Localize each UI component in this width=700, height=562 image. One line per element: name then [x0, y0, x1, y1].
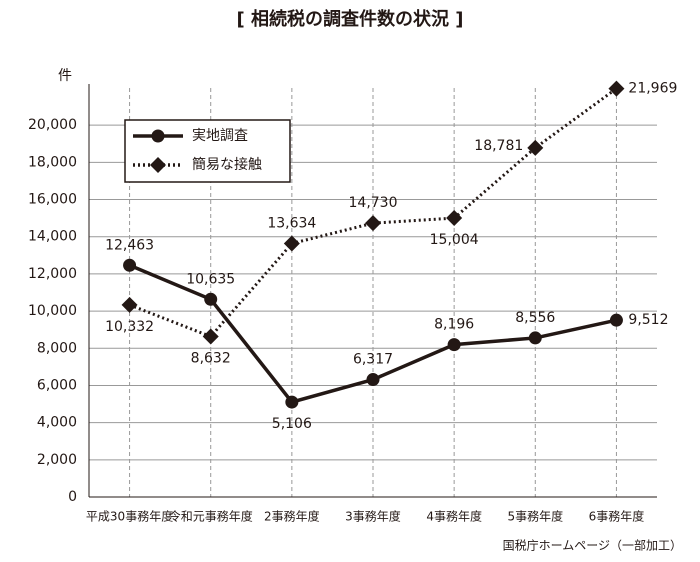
data-point: [285, 395, 299, 409]
data-label: 8,632: [191, 351, 231, 367]
data-point: [204, 292, 218, 306]
data-label: 8,196: [434, 317, 474, 333]
data-point: [123, 258, 137, 272]
data-label: 21,969: [628, 81, 677, 97]
legend-label: 実地調査: [192, 128, 248, 144]
y-tick-label: 14,000: [28, 229, 77, 245]
y-tick-label: 16,000: [28, 192, 77, 208]
data-point: [121, 296, 138, 313]
data-point: [528, 331, 542, 345]
legend-box: [124, 119, 291, 183]
y-tick-label: 6,000: [37, 377, 77, 393]
y-tick-label: 20,000: [28, 117, 77, 133]
source: 国税庁ホームページ（一部加工）: [503, 538, 682, 553]
data-label: 12,463: [105, 237, 154, 253]
legend-marker: [151, 129, 165, 143]
x-tick-label: 令和元事務年度: [169, 509, 253, 524]
data-label: 6,317: [353, 352, 393, 368]
data-label: 10,332: [105, 319, 154, 335]
data-label: 10,635: [186, 271, 235, 287]
x-tick-label: 3事務年度: [345, 509, 401, 524]
y-tick-label: 10,000: [28, 303, 77, 319]
y-tick-label: 12,000: [28, 266, 77, 282]
data-point: [283, 235, 300, 252]
chart-title: [ 相続税の調査件数の状況 ]: [237, 8, 464, 30]
x-tick-label: 2事務年度: [264, 509, 320, 524]
data-point: [609, 313, 623, 327]
data-point: [527, 139, 544, 156]
x-tick-label: 4事務年度: [426, 509, 482, 524]
data-point: [202, 328, 219, 345]
data-point: [608, 80, 625, 97]
y-tick-label: 18,000: [28, 154, 77, 170]
legend-label: 簡易な接触: [192, 156, 262, 173]
y-axis-label: 件: [58, 68, 72, 84]
legend-marker: [150, 157, 166, 173]
data-point: [365, 215, 381, 232]
x-tick-label: 5事務年度: [507, 509, 563, 524]
y-tick-label: 0: [68, 489, 77, 505]
y-tick-label: 4,000: [37, 415, 77, 431]
data-label: 5,106: [272, 416, 312, 432]
x-tick-label: 平成30事務年度: [86, 509, 173, 524]
y-tick-label: 8,000: [37, 340, 77, 356]
data-label: 18,781: [474, 138, 523, 154]
data-point: [447, 338, 461, 352]
data-point: [366, 373, 380, 387]
data-label: 15,004: [430, 232, 479, 248]
y-tick-label: 2,000: [37, 452, 77, 468]
x-tick-label: 6事務年度: [589, 509, 645, 524]
data-label: 13,634: [267, 216, 316, 232]
data-label: 14,730: [349, 195, 398, 211]
data-label: 8,556: [515, 310, 555, 326]
data-label: 9,512: [628, 312, 668, 328]
data-point: [446, 210, 463, 227]
